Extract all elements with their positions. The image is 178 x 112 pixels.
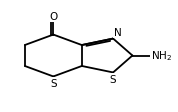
- Text: NH$_2$: NH$_2$: [151, 49, 172, 63]
- Text: O: O: [49, 12, 57, 22]
- Text: N: N: [114, 28, 122, 38]
- Text: S: S: [110, 74, 116, 84]
- Text: S: S: [50, 78, 57, 88]
